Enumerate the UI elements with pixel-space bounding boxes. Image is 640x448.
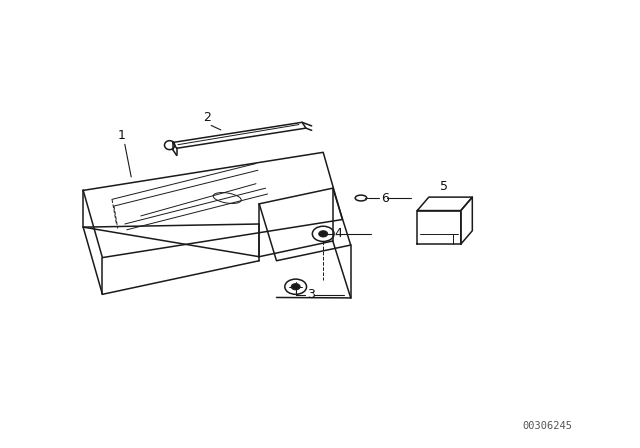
Text: 6: 6 bbox=[381, 191, 388, 205]
Text: 00306245: 00306245 bbox=[522, 421, 572, 431]
Text: 1: 1 bbox=[118, 129, 125, 142]
Text: 4: 4 bbox=[335, 227, 342, 241]
Circle shape bbox=[291, 284, 300, 290]
Text: 2: 2 bbox=[204, 111, 211, 124]
Text: 5: 5 bbox=[440, 180, 448, 193]
Circle shape bbox=[319, 231, 328, 237]
Text: 3: 3 bbox=[307, 288, 315, 302]
